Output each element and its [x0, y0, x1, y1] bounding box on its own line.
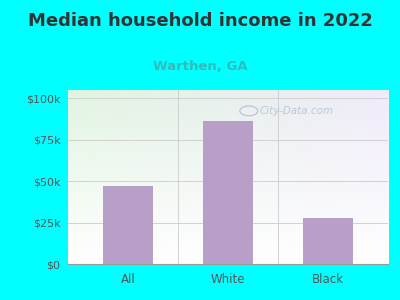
- Text: Warthen, GA: Warthen, GA: [153, 60, 247, 73]
- Text: City-Data.com: City-Data.com: [260, 106, 334, 116]
- Bar: [203, 122, 253, 264]
- Bar: [103, 186, 153, 264]
- Text: Median household income in 2022: Median household income in 2022: [28, 12, 372, 30]
- Bar: [303, 218, 353, 264]
